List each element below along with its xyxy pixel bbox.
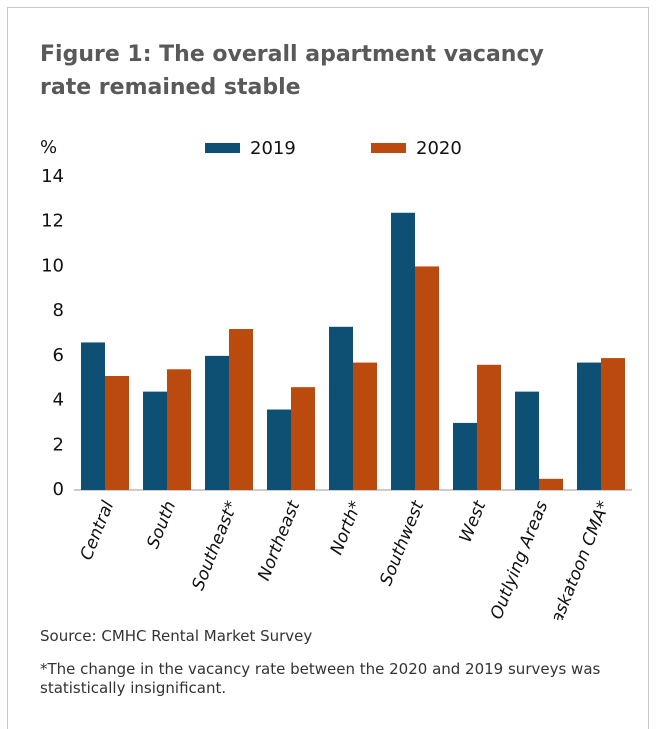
bar [81, 342, 105, 490]
bar [229, 329, 253, 490]
x-tick-label: North* [327, 498, 367, 557]
source: Source: CMHC Rental Market Survey [40, 627, 313, 645]
y-axis-label: % [40, 137, 57, 158]
legend-swatch [205, 143, 240, 153]
bar [267, 409, 291, 490]
footnote: *The change in the vacancy rate between … [40, 660, 601, 697]
frame [7, 7, 649, 729]
bar [167, 369, 191, 490]
bar [291, 387, 315, 490]
bar [205, 355, 229, 490]
bar [601, 358, 625, 490]
bar [143, 391, 167, 490]
y-tick-label: 4 [53, 390, 64, 411]
bar [353, 362, 377, 490]
x-tick-label: Southwest [376, 497, 428, 589]
bar [105, 375, 129, 490]
bar [453, 422, 477, 490]
bar [329, 326, 353, 490]
y-tick-label: 2 [53, 434, 64, 455]
legend-swatch [371, 143, 406, 153]
x-tick-label: Central [77, 498, 119, 563]
x-tick-label: Outlying Areas [487, 498, 553, 620]
chart-title: Figure 1: The overall apartment vacancy … [40, 42, 544, 100]
bar [515, 391, 539, 490]
y-tick-label: 0 [53, 479, 64, 500]
y-tick-label: 14 [41, 166, 64, 187]
y-tick-label: 8 [53, 300, 64, 321]
bar [539, 478, 563, 490]
x-tick-label: Northeast [254, 497, 304, 584]
bar [391, 212, 415, 490]
x-tick-label: West [456, 497, 491, 545]
y-tick-label: 6 [53, 345, 64, 366]
x-tick-label: Saskatoon CMA* [543, 498, 614, 620]
x-tick-label: Southeast* [188, 498, 242, 593]
bar [477, 364, 501, 490]
y-tick-label: 10 [41, 255, 64, 276]
legend-label: 2020 [416, 138, 462, 159]
bar [415, 266, 439, 490]
bar [577, 362, 601, 490]
y-tick-label: 12 [41, 211, 64, 232]
legend-label: 2019 [250, 138, 296, 159]
chart: % 0 2 4 6 8 10 12 14 2019 2020 Central South Southea… [40, 137, 632, 620]
x-tick-label: South [143, 498, 180, 551]
